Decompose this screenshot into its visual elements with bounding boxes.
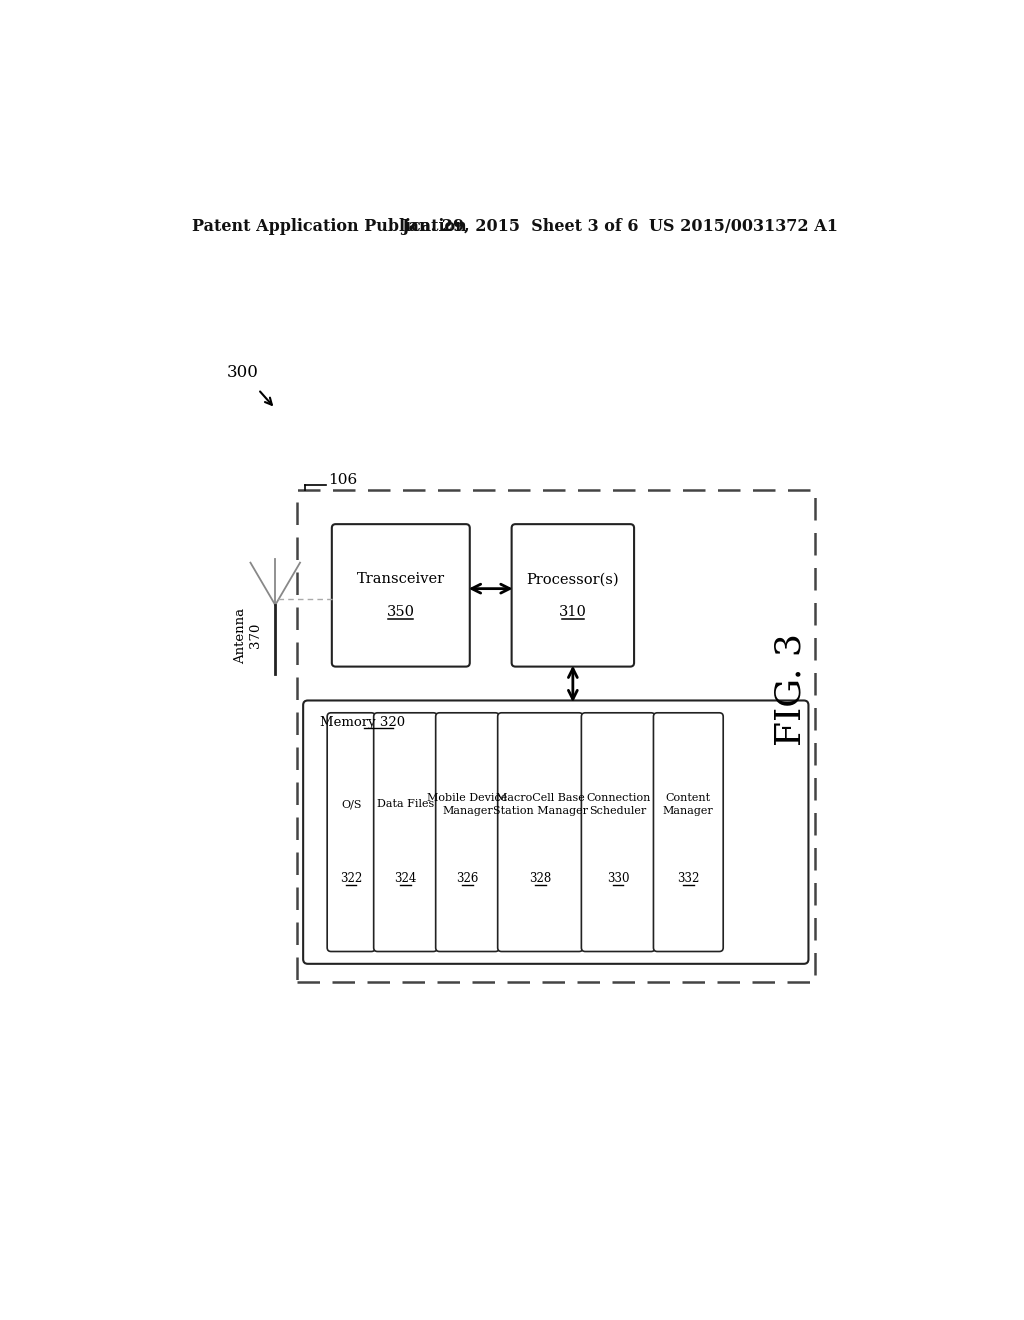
FancyBboxPatch shape bbox=[512, 524, 634, 667]
Text: Mobile Device
Manager: Mobile Device Manager bbox=[427, 793, 508, 816]
Text: 330: 330 bbox=[607, 871, 630, 884]
FancyBboxPatch shape bbox=[303, 701, 809, 964]
Text: Connection
Scheduler: Connection Scheduler bbox=[586, 793, 650, 816]
FancyBboxPatch shape bbox=[653, 713, 723, 952]
Text: O/S: O/S bbox=[341, 800, 361, 809]
Text: 324: 324 bbox=[394, 871, 417, 884]
FancyBboxPatch shape bbox=[498, 713, 583, 952]
FancyBboxPatch shape bbox=[328, 713, 375, 952]
FancyBboxPatch shape bbox=[374, 713, 437, 952]
Text: 350: 350 bbox=[387, 605, 415, 619]
Text: 106: 106 bbox=[328, 474, 357, 487]
Text: Jan. 29, 2015  Sheet 3 of 6: Jan. 29, 2015 Sheet 3 of 6 bbox=[400, 218, 638, 235]
Text: 322: 322 bbox=[340, 871, 362, 884]
FancyBboxPatch shape bbox=[332, 524, 470, 667]
FancyBboxPatch shape bbox=[435, 713, 500, 952]
Text: FIG. 3: FIG. 3 bbox=[773, 634, 808, 746]
Text: 310: 310 bbox=[559, 605, 587, 619]
Text: Patent Application Publication: Patent Application Publication bbox=[191, 218, 466, 235]
Text: Data Files: Data Files bbox=[377, 800, 434, 809]
FancyBboxPatch shape bbox=[582, 713, 655, 952]
Bar bbox=[297, 490, 815, 982]
Text: Antenna
370: Antenna 370 bbox=[234, 607, 262, 664]
Text: 328: 328 bbox=[529, 871, 552, 884]
Text: Content
Manager: Content Manager bbox=[663, 793, 714, 816]
Text: 300: 300 bbox=[226, 364, 259, 381]
Text: Memory 320: Memory 320 bbox=[321, 715, 406, 729]
Text: MacroCell Base
Station Manager: MacroCell Base Station Manager bbox=[493, 793, 588, 816]
Text: Processor(s): Processor(s) bbox=[526, 572, 620, 586]
Text: US 2015/0031372 A1: US 2015/0031372 A1 bbox=[649, 218, 838, 235]
Text: 332: 332 bbox=[677, 871, 699, 884]
Text: Transceiver: Transceiver bbox=[356, 572, 444, 586]
Text: 326: 326 bbox=[457, 871, 478, 884]
